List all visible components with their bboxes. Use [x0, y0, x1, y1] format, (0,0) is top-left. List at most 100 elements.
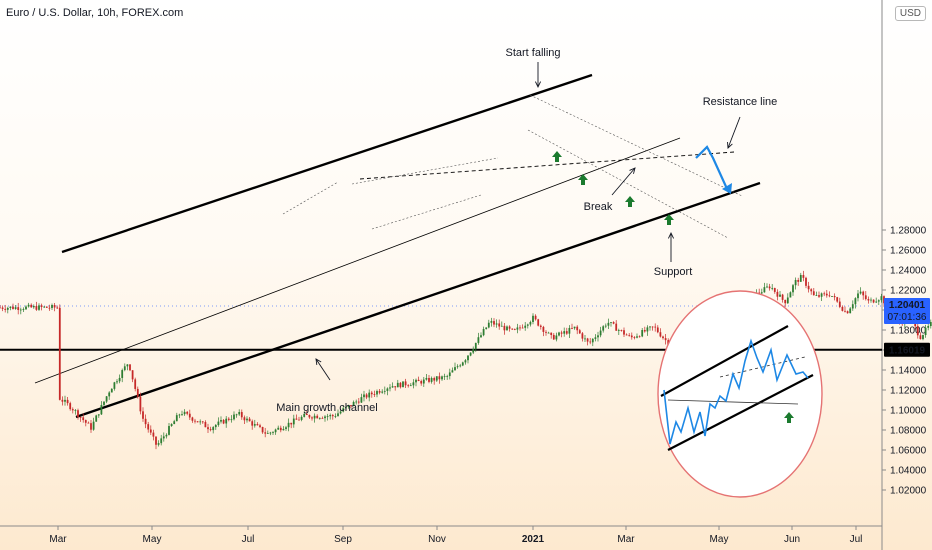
- candle-body: [776, 291, 779, 297]
- candle-body: [493, 321, 495, 325]
- candle-body: [217, 421, 220, 426]
- candle-body: [396, 382, 399, 388]
- candle-body: [558, 332, 560, 336]
- candle-body: [404, 381, 407, 386]
- candle-body: [508, 326, 511, 329]
- candle-body: [300, 416, 303, 420]
- candle-body: [446, 376, 449, 377]
- candle-body: [17, 307, 20, 310]
- candle-body: [214, 425, 217, 428]
- candle-body: [45, 306, 48, 308]
- candle-body: [295, 418, 298, 420]
- candle-body: [110, 388, 113, 393]
- candle-body: [370, 392, 373, 395]
- candle-body: [266, 432, 269, 434]
- candle-body: [212, 427, 215, 431]
- currency-button[interactable]: USD: [894, 6, 926, 21]
- candle-body: [560, 332, 563, 334]
- candle-body: [773, 288, 776, 292]
- candle-body: [464, 360, 467, 363]
- candle-body: [61, 399, 64, 402]
- price-tick-label: 1.02000: [890, 486, 927, 497]
- candle-body: [539, 325, 542, 327]
- candle-body: [402, 381, 404, 388]
- candle-body: [849, 308, 852, 314]
- candle-body: [181, 414, 183, 415]
- candle-body: [168, 426, 170, 435]
- candle-body: [69, 403, 72, 410]
- candle-body: [503, 325, 506, 331]
- candle-body: [357, 401, 360, 403]
- candle-body: [784, 299, 787, 304]
- support-arrow-icon: [552, 151, 562, 162]
- candle-body: [924, 327, 927, 336]
- channel-upper-line: [61, 73, 593, 254]
- pointer-break-head: [629, 167, 636, 174]
- candle-body: [389, 387, 391, 389]
- candle-body: [864, 295, 867, 300]
- candle-body: [162, 436, 165, 439]
- candle-body: [92, 421, 95, 430]
- candle-body: [329, 415, 332, 417]
- candle-body: [519, 327, 521, 329]
- support-arrow-icon: [784, 412, 794, 423]
- candle-body: [870, 299, 872, 301]
- candle-body: [40, 305, 43, 307]
- candle-body: [160, 438, 163, 444]
- candle-body: [565, 331, 568, 334]
- candle-body: [97, 414, 100, 416]
- candle-body: [643, 330, 646, 332]
- candle-body: [880, 296, 883, 301]
- candle-body: [376, 391, 378, 395]
- candle-body: [105, 396, 108, 402]
- candle-body: [454, 367, 456, 371]
- candle-body: [630, 335, 633, 338]
- candle-body: [360, 397, 363, 403]
- price-tick-label: 1.28000: [890, 226, 927, 237]
- candle-body: [409, 385, 412, 387]
- candle-body: [477, 337, 480, 343]
- candle-body: [459, 365, 462, 367]
- candle-body: [209, 429, 212, 431]
- candle-body: [498, 323, 501, 327]
- pointer-main-channel: [315, 358, 331, 381]
- candle-body: [441, 376, 443, 380]
- candle-body: [259, 425, 261, 427]
- candle-body: [805, 277, 807, 286]
- pointer-resistance: [727, 116, 741, 149]
- candle-body: [30, 304, 33, 308]
- candle-body: [243, 417, 246, 421]
- candle-body: [584, 338, 586, 340]
- candle-body: [227, 418, 230, 420]
- candle-body: [875, 301, 878, 303]
- candle-body: [448, 372, 451, 377]
- candle-body: [771, 288, 774, 289]
- annotation-break: Break: [584, 201, 613, 213]
- candle-body: [792, 285, 794, 293]
- candle-body: [186, 411, 189, 414]
- candle-body: [485, 327, 488, 330]
- candle-body: [292, 418, 295, 425]
- candle-body: [438, 376, 441, 380]
- candle-body: [602, 326, 605, 331]
- candle-body: [779, 294, 781, 297]
- candle-body: [524, 325, 527, 328]
- support-arrow-icon: [625, 196, 635, 207]
- candle-body: [87, 422, 90, 424]
- candle-body: [71, 409, 74, 411]
- candle-body: [240, 412, 243, 418]
- candle-body: [363, 394, 365, 398]
- candle-body: [456, 366, 459, 368]
- candle-body: [126, 364, 129, 367]
- candle-body: [487, 322, 490, 328]
- chart-title: Euro / U.S. Dollar, 10h, FOREX.com: [6, 7, 184, 19]
- candle-body: [617, 330, 620, 331]
- candle-body: [399, 382, 402, 388]
- inset-channel-lower: [667, 374, 814, 451]
- candle-body: [194, 420, 196, 422]
- countdown-label: 07:01:36: [888, 312, 927, 323]
- candle-body: [615, 323, 618, 331]
- candle-body: [633, 337, 636, 339]
- candle-body: [316, 415, 319, 419]
- candle-body: [482, 329, 485, 336]
